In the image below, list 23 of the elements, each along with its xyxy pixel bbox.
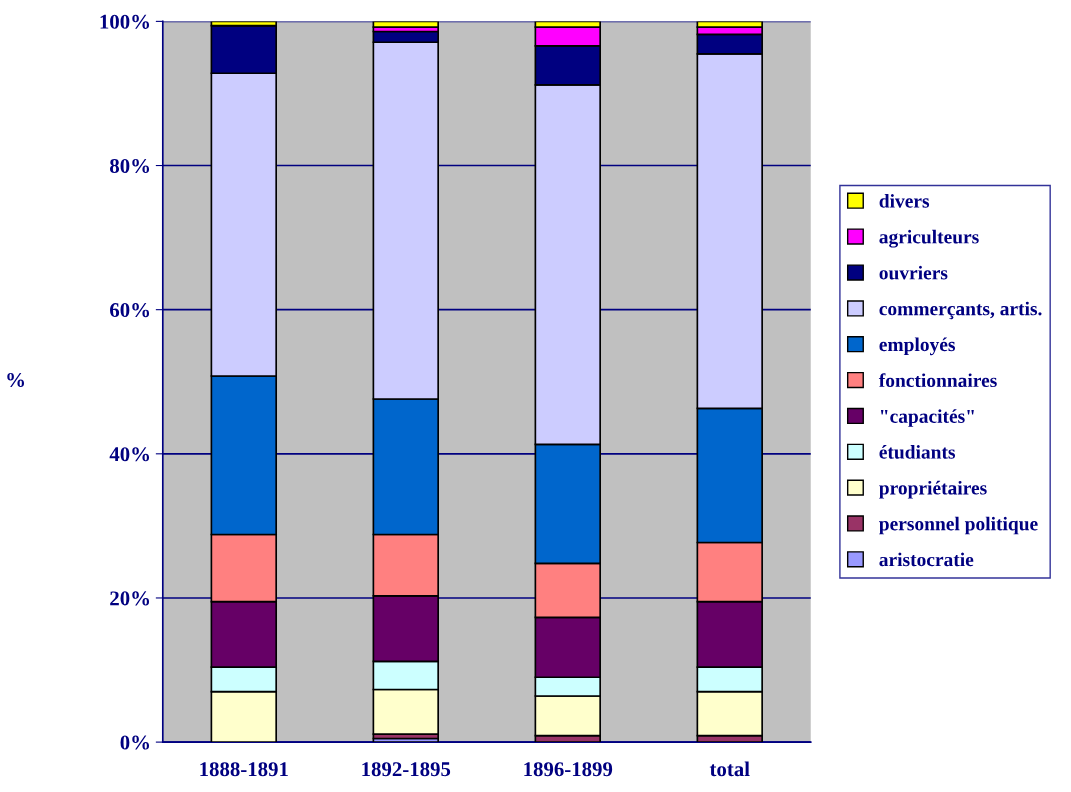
legend-label: fonctionnaires [878, 373, 997, 388]
legend-label: commerçants, artis. [879, 301, 1042, 320]
y-tick-label: 40% [109, 447, 150, 462]
legend-label: ouvriers [879, 265, 948, 280]
y-tick-label: 20% [110, 591, 150, 606]
legend-label: employés [879, 337, 956, 356]
legend-label: personnel politique [879, 516, 1038, 535]
legend-label: aristocratie [879, 552, 974, 567]
bar [372, 21, 440, 28]
legend-label: propriétaires [879, 480, 987, 499]
x-tick-label: 1888-1891 [200, 762, 288, 777]
y-axis-title: % [7, 372, 25, 388]
y-tick-label: 100% [100, 14, 150, 29]
y-tick-label: 60% [110, 303, 150, 318]
y-tick-label: 0% [120, 735, 150, 750]
x-tick-label: total [709, 761, 750, 777]
legend-label: "capacités" [880, 409, 974, 427]
legend-label: divers [879, 194, 930, 208]
y-tick-label: 80% [110, 158, 150, 174]
legend-label: étudiants [879, 445, 956, 459]
legend-label: agriculteurs [879, 229, 979, 248]
x-tick-label: 1896-1899 [524, 762, 613, 777]
x-tick-label: 1892-1895 [362, 762, 451, 777]
